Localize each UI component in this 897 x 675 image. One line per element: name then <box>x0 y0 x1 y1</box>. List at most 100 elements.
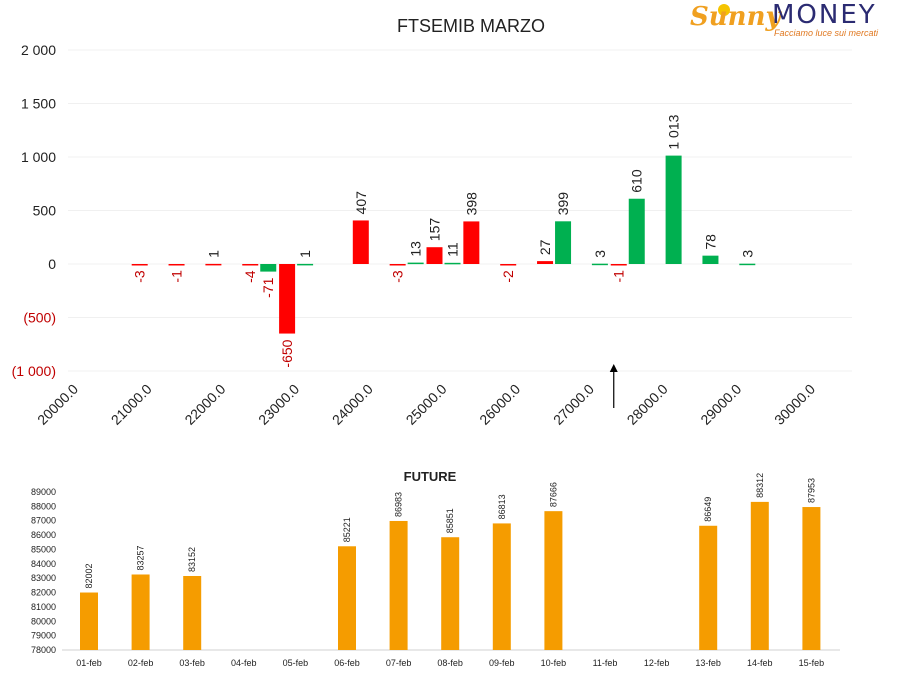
x-tick-label: 27000.0 <box>550 381 597 428</box>
future-y-tick-label: 80000 <box>31 616 56 626</box>
future-x-tick-label: 12-feb <box>644 658 670 668</box>
put-data-label: -2 <box>500 270 516 283</box>
future-y-tick-label: 84000 <box>31 559 56 569</box>
put-bar <box>537 261 554 264</box>
future-bar <box>183 575 202 650</box>
future-x-tick-label: 14-feb <box>747 658 773 668</box>
future-x-tick-label: 07-feb <box>386 658 412 668</box>
future-bar <box>802 507 821 650</box>
put-data-label: 27 <box>537 239 553 255</box>
put-data-label: -3 <box>390 270 406 283</box>
put-data-label: -3 <box>132 270 148 283</box>
call-data-label: 13 <box>408 241 424 257</box>
future-x-tick-label: 10-feb <box>541 658 567 668</box>
y-tick-label: 2 000 <box>21 42 56 58</box>
future-data-label: 86813 <box>497 494 507 519</box>
put-bar <box>242 264 259 266</box>
call-data-label: 1 013 <box>666 114 682 149</box>
put-bar <box>205 263 222 266</box>
future-x-tick-label: 11-feb <box>593 658 618 668</box>
future-x-tick-label: 01-feb <box>76 658 102 668</box>
future-data-label: 87953 <box>806 478 816 503</box>
future-data-label: 86649 <box>703 497 713 522</box>
y-tick-label: 1 500 <box>21 96 56 112</box>
put-bar <box>131 264 148 266</box>
call-data-label: 3 <box>592 250 608 258</box>
call-data-label: 399 <box>555 192 571 216</box>
arrow-head-icon <box>609 364 618 372</box>
put-bar <box>610 264 627 266</box>
x-tick-label: 23000.0 <box>255 381 302 428</box>
future-y-tick-label: 86000 <box>31 530 56 540</box>
future-bar <box>492 523 511 650</box>
future-bar <box>544 511 563 650</box>
future-data-label: 83257 <box>136 545 146 570</box>
future-bar <box>699 525 718 650</box>
future-data-label: 83152 <box>187 547 197 572</box>
future-x-tick-label: 05-feb <box>283 658 309 668</box>
put-data-label: 157 <box>427 218 443 242</box>
future-x-tick-label: 09-feb <box>489 658 515 668</box>
future-y-tick-label: 88000 <box>31 501 56 511</box>
put-bar <box>389 264 406 266</box>
future-data-label: 86983 <box>394 492 404 517</box>
options-chart: FTSEMIB MARZO 2 000 1 500 1 000 500 0 (500) (1 … <box>12 16 852 428</box>
future-data-label: 85221 <box>342 517 352 542</box>
future-bar <box>389 520 408 650</box>
future-bar <box>338 546 356 650</box>
future-data-label: 88312 <box>755 473 765 498</box>
x-tick-label: 21000.0 <box>108 381 155 428</box>
brand-logo: Sunny MONEY Facciamo luce sui mercati <box>690 0 895 40</box>
future-y-tick-label: 87000 <box>31 516 56 526</box>
chart-title: FTSEMIB MARZO <box>397 16 545 36</box>
future-y-tick-label: 81000 <box>31 602 56 612</box>
future-x-tick-label: 03-feb <box>179 658 205 668</box>
y-tick-label: 1 000 <box>21 149 56 165</box>
put-data-label: 1 <box>205 250 221 258</box>
y-tick-label: (500) <box>23 310 56 326</box>
call-data-label: 3 <box>739 250 755 258</box>
put-bar <box>279 264 296 334</box>
put-data-label: -1 <box>169 270 185 283</box>
put-data-label: 398 <box>463 192 479 216</box>
call-bar <box>702 255 719 264</box>
call-bar <box>591 263 608 266</box>
future-data-label: 85851 <box>445 508 455 533</box>
future-x-tick-label: 08-feb <box>437 658 463 668</box>
call-bar <box>444 262 461 265</box>
future-x-tick-label: 06-feb <box>334 658 360 668</box>
future-data-label: 82002 <box>84 563 94 588</box>
future-y-tick-label: 79000 <box>31 631 56 641</box>
x-tick-label: 24000.0 <box>329 381 376 428</box>
x-tick-label: 28000.0 <box>624 381 671 428</box>
future-bar <box>80 592 98 650</box>
call-bar <box>628 198 645 264</box>
future-x-tick-label: 04-feb <box>231 658 257 668</box>
put-bar <box>463 221 480 264</box>
future-y-tick-label: 78000 <box>31 645 56 655</box>
x-tick-label: 22000.0 <box>181 381 228 428</box>
put-bar <box>168 264 185 266</box>
call-bar <box>739 263 756 266</box>
put-bar <box>500 264 517 266</box>
logo-sunny: Sunny <box>690 2 781 32</box>
sun-icon <box>718 4 730 16</box>
future-title: FUTURE <box>404 469 457 484</box>
call-bar <box>665 155 682 264</box>
put-bar <box>426 247 443 264</box>
call-data-label: 1 <box>297 250 313 258</box>
call-bar <box>297 263 314 266</box>
call-bar <box>260 264 277 272</box>
put-data-label: -1 <box>611 270 627 283</box>
put-data-label: -4 <box>242 270 258 283</box>
x-tick-label: 20000.0 <box>34 381 81 428</box>
y-tick-label: 0 <box>48 256 56 272</box>
future-y-tick-label: 82000 <box>31 588 56 598</box>
call-data-label: 78 <box>702 234 718 250</box>
logo-tagline: Facciamo luce sui mercati <box>774 28 879 38</box>
future-bar <box>441 537 460 650</box>
future-y-tick-label: 89000 <box>31 487 56 497</box>
future-x-tick-label: 02-feb <box>128 658 154 668</box>
call-bar <box>407 262 424 265</box>
call-data-label: 11 <box>445 242 461 257</box>
